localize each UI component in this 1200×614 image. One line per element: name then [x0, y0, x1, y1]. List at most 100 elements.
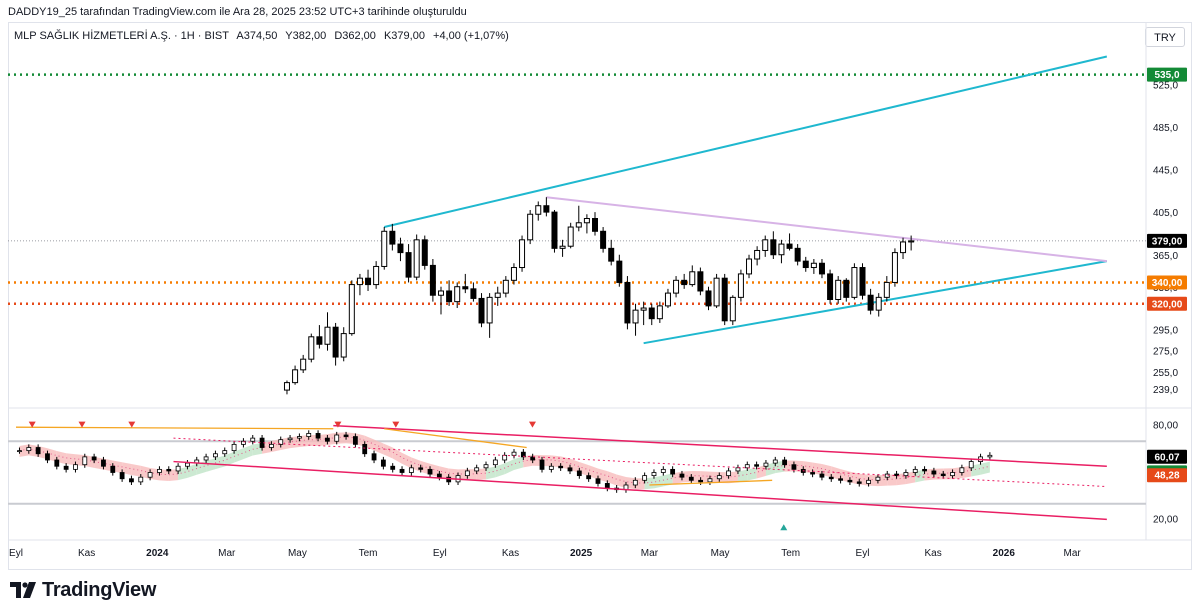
candle[interactable] — [494, 286, 501, 306]
candle[interactable] — [292, 365, 299, 385]
candle[interactable] — [875, 293, 882, 317]
candle[interactable] — [510, 263, 517, 285]
candle[interactable] — [664, 288, 671, 309]
candle[interactable] — [770, 231, 777, 260]
candle[interactable] — [851, 263, 858, 300]
candle[interactable] — [778, 239, 785, 264]
candle[interactable] — [713, 273, 720, 309]
x-axis-tick: Eyl — [9, 548, 23, 559]
candle[interactable] — [656, 301, 663, 323]
candle[interactable] — [470, 282, 477, 302]
candle[interactable] — [835, 276, 842, 304]
rsi-candle — [642, 472, 648, 484]
candle[interactable] — [600, 227, 607, 253]
currency-button[interactable]: TRY — [1145, 27, 1185, 47]
candle[interactable] — [859, 263, 866, 300]
candle[interactable] — [502, 276, 509, 298]
candle[interactable] — [283, 380, 290, 395]
candle[interactable] — [429, 259, 436, 302]
candle[interactable] — [446, 280, 453, 306]
candle[interactable] — [632, 303, 639, 336]
candle[interactable] — [640, 301, 647, 326]
price-y-tick: 365,0 — [1153, 251, 1178, 262]
candle[interactable] — [405, 244, 412, 283]
candle[interactable] — [308, 333, 315, 363]
candle[interactable] — [543, 197, 550, 217]
candle[interactable] — [673, 276, 680, 298]
candle[interactable] — [486, 293, 493, 338]
rsi-cloud-segment — [495, 463, 505, 478]
candle[interactable] — [762, 235, 769, 257]
lower-trendline[interactable] — [643, 260, 1108, 345]
rsi-channel-upper[interactable] — [333, 424, 1107, 467]
candle[interactable] — [810, 259, 817, 274]
candle[interactable] — [786, 233, 793, 251]
candle[interactable] — [519, 235, 526, 272]
candle[interactable] — [551, 209, 558, 253]
candle[interactable] — [697, 267, 704, 296]
rsi-candle — [35, 444, 41, 457]
rsi-dotted-trendline[interactable] — [173, 437, 1107, 488]
candle[interactable] — [867, 288, 874, 315]
candle[interactable] — [705, 286, 712, 311]
candle[interactable] — [592, 212, 599, 236]
candle[interactable] — [794, 244, 801, 266]
candle[interactable] — [754, 246, 761, 266]
candle[interactable] — [381, 227, 388, 270]
candle[interactable] — [721, 273, 728, 326]
candle[interactable] — [737, 269, 744, 302]
candle[interactable] — [818, 259, 825, 279]
candle[interactable] — [891, 248, 898, 287]
rsi-channel-lower[interactable] — [173, 460, 1107, 521]
rsi-cloud-segment — [215, 455, 225, 470]
upper-trendline[interactable] — [384, 55, 1108, 229]
candle[interactable] — [567, 222, 574, 249]
rsi-candle — [828, 474, 834, 482]
candle[interactable] — [413, 234, 420, 281]
candle[interactable] — [437, 286, 444, 315]
candle[interactable] — [454, 282, 461, 309]
rsi-candle — [912, 466, 918, 476]
rsi-orange-line-2[interactable] — [384, 428, 527, 449]
candle[interactable] — [478, 293, 485, 328]
candle[interactable] — [624, 276, 631, 330]
candle[interactable] — [900, 237, 907, 260]
candle[interactable] — [746, 254, 753, 279]
candle[interactable] — [373, 261, 380, 289]
candle[interactable] — [883, 276, 890, 302]
candle[interactable] — [681, 273, 688, 289]
tradingview-logo[interactable]: TradingView — [10, 578, 156, 602]
candle[interactable] — [397, 237, 404, 262]
candle[interactable] — [729, 295, 736, 326]
symbol-name[interactable]: MLP SAĞLIK HİZMETLERİ A.Ş. · 1H · BIST — [14, 30, 229, 42]
candle[interactable] — [324, 312, 331, 351]
candle[interactable] — [389, 223, 396, 251]
candle[interactable] — [340, 327, 347, 362]
candle[interactable] — [421, 235, 428, 270]
candle[interactable] — [608, 239, 615, 266]
candle[interactable] — [648, 303, 655, 326]
rsi-orange-line-1[interactable] — [15, 426, 334, 430]
candle[interactable] — [365, 269, 372, 291]
candle[interactable] — [802, 256, 809, 272]
candle[interactable] — [689, 265, 696, 287]
candle[interactable] — [583, 214, 590, 234]
candle[interactable] — [462, 273, 469, 294]
candle[interactable] — [300, 354, 307, 374]
candle[interactable] — [527, 209, 534, 245]
candle[interactable] — [908, 235, 915, 251]
candle[interactable] — [827, 269, 834, 304]
candle[interactable] — [559, 239, 566, 257]
candle[interactable] — [332, 322, 339, 366]
rsi-orange-line-3[interactable] — [649, 479, 773, 486]
candle[interactable] — [843, 278, 850, 302]
candle[interactable] — [575, 205, 582, 232]
rsi-candle — [157, 466, 162, 476]
candle[interactable] — [535, 201, 542, 221]
candle[interactable] — [356, 273, 363, 296]
candle[interactable] — [316, 325, 323, 349]
candle[interactable] — [348, 280, 355, 336]
candle[interactable] — [616, 254, 623, 287]
descending-trendline[interactable] — [546, 196, 1107, 263]
